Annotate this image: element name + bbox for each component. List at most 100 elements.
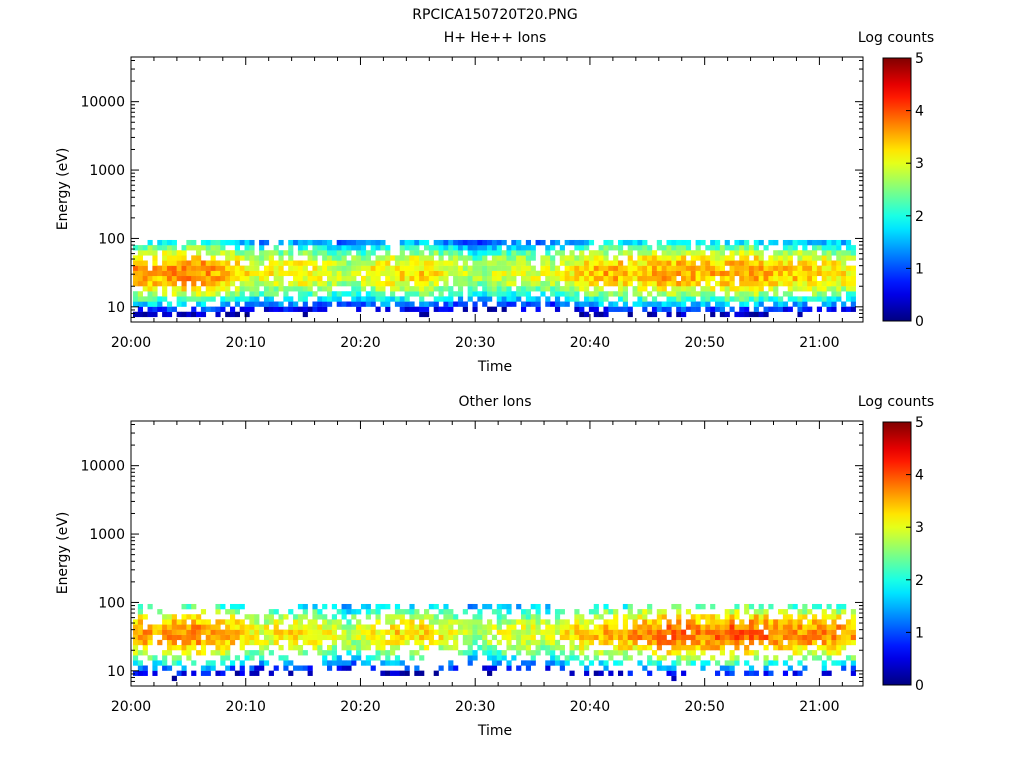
spectrogram-cell	[239, 250, 245, 256]
spectrogram-cell	[748, 634, 755, 641]
spectrogram-cell	[836, 603, 842, 610]
spectrogram-cell	[448, 306, 454, 312]
spectrogram-cell	[443, 306, 449, 312]
spectrogram-cell	[564, 255, 570, 261]
spectrogram-cell	[249, 634, 255, 641]
spectrogram-cell	[259, 280, 265, 287]
spectrogram-cell	[656, 255, 662, 261]
spectrogram-cell	[579, 650, 585, 656]
spectrogram-cell	[414, 245, 420, 251]
spectrogram-cell	[166, 255, 173, 261]
spectrogram-cell	[254, 291, 260, 297]
spectrogram-cell	[676, 301, 682, 307]
spectrogram-cell	[186, 634, 192, 641]
spectrogram-cell	[312, 619, 318, 625]
spectrogram-cell	[850, 275, 856, 282]
spectrogram-cell	[424, 301, 430, 307]
spectrogram-cell	[356, 301, 362, 307]
spectrogram-cell	[739, 275, 745, 282]
spectrogram-cell	[336, 655, 342, 661]
spectrogram-cell	[506, 270, 512, 277]
spectrogram-cell	[491, 239, 498, 246]
spectrogram-cell	[816, 286, 822, 292]
spectrogram-cell	[797, 311, 803, 318]
spectrogram-cell	[705, 629, 711, 635]
spectrogram-cell	[137, 639, 143, 646]
spectrogram-cell	[821, 245, 827, 251]
spectrogram-cell	[191, 275, 197, 282]
spectrogram-cell	[739, 296, 745, 302]
spectrogram-cell	[705, 619, 711, 625]
spectrogram-cell	[341, 614, 347, 620]
spectrogram-cell	[191, 286, 197, 292]
spectrogram-cell	[632, 614, 638, 620]
spectrogram-cell	[171, 286, 177, 292]
spectrogram-cell	[525, 280, 531, 287]
spectrogram-cell	[147, 629, 153, 635]
spectrogram-cell	[787, 296, 793, 302]
spectrogram-cell	[574, 624, 580, 630]
spectrogram-cell	[288, 245, 294, 251]
spectrogram-cell	[414, 665, 420, 671]
spectrogram-cell	[845, 239, 852, 246]
spectrogram-cell	[802, 609, 808, 615]
spectrogram-cell	[535, 650, 541, 656]
spectrogram-cell	[327, 286, 333, 292]
spectrogram-cell	[462, 624, 468, 630]
spectrogram-cell	[579, 306, 585, 312]
spectrogram-cell	[671, 286, 677, 292]
spectrogram-cell	[768, 270, 774, 277]
spectrogram-cell	[622, 644, 628, 651]
spectrogram-cell	[845, 286, 852, 292]
spectrogram-cell	[685, 660, 692, 666]
spectrogram-cell	[748, 250, 755, 256]
spectrogram-cell	[516, 239, 522, 246]
spectrogram-cell	[516, 291, 522, 297]
spectrogram-cell	[147, 624, 153, 630]
spectrogram-cell	[133, 639, 139, 646]
spectrogram-cell	[719, 245, 725, 251]
x-axis: 20:00 20:10 20:20 20:30 20:40 20:50 21:00	[111, 421, 843, 715]
spectrogram-cell	[196, 634, 202, 641]
spectrogram-cell	[841, 275, 847, 282]
spectrogram-cell	[133, 650, 139, 656]
spectrogram-cell	[419, 629, 425, 635]
spectrogram-cell	[598, 265, 604, 271]
spectrogram-cell	[550, 624, 556, 630]
spectrogram-cell	[375, 245, 381, 251]
spectrogram-cell	[821, 670, 827, 676]
spectrogram-cell	[710, 614, 716, 620]
spectrogram-cell	[317, 306, 323, 312]
spectrogram-cell	[302, 624, 308, 630]
spectrogram-cell	[603, 296, 609, 302]
spectrogram-cell	[443, 275, 449, 282]
spectrogram-cell	[234, 260, 240, 266]
spectrogram-cell	[850, 270, 856, 277]
spectrogram-cell	[782, 245, 789, 251]
spectrogram-cell	[618, 280, 624, 287]
spectrogram-cell	[288, 624, 294, 630]
spectrogram-cell	[690, 301, 696, 307]
spectrogram-cell	[210, 665, 216, 671]
spectrogram-cell	[152, 250, 158, 256]
spectrogram-cell	[598, 301, 604, 307]
spectrogram-cell	[278, 306, 284, 312]
spectrogram-cell	[739, 624, 745, 630]
spectrogram-cell	[482, 603, 488, 610]
spectrogram-cell	[734, 609, 740, 615]
spectrogram-cell	[205, 296, 211, 302]
spectrogram-cell	[288, 301, 294, 307]
spectrogram-cell	[642, 265, 648, 271]
spectrogram-cell	[331, 619, 337, 625]
spectrogram-cell	[409, 306, 415, 312]
spectrogram-cell	[744, 265, 750, 271]
spectrogram-cell	[719, 650, 725, 656]
spectrogram-cell	[792, 624, 798, 630]
spectrogram-cell	[225, 629, 231, 635]
spectrogram-cell	[826, 265, 832, 271]
spectrogram-cell	[365, 280, 371, 287]
spectrogram-cell	[496, 255, 502, 261]
spectrogram-cell	[457, 280, 464, 287]
spectrogram-cell	[525, 239, 531, 246]
spectrogram-cell	[729, 629, 735, 635]
